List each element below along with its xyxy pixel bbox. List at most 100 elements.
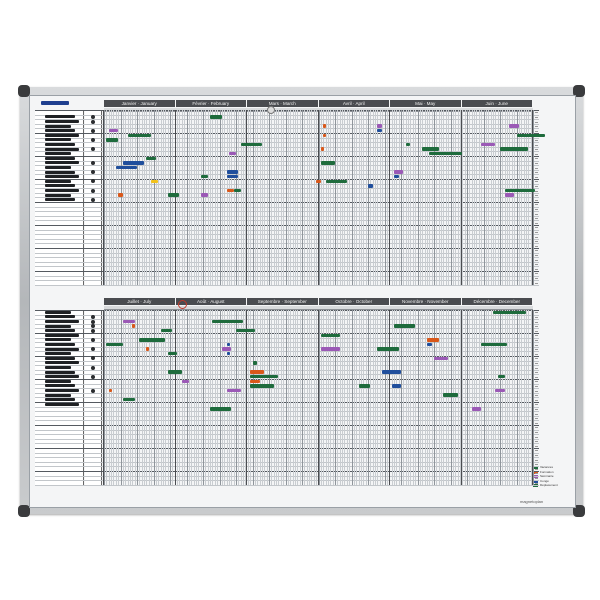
orange-magnet[interactable] (118, 193, 123, 197)
green-magnet[interactable] (106, 138, 119, 142)
blue-magnet[interactable] (226, 342, 230, 347)
orange-magnet[interactable] (132, 324, 136, 328)
green-magnet[interactable] (127, 133, 152, 138)
green-magnet[interactable] (492, 310, 526, 315)
name-tag[interactable] (45, 398, 75, 402)
blue-magnet[interactable] (226, 351, 230, 356)
name-tag[interactable] (45, 324, 71, 328)
green-magnet[interactable] (167, 351, 178, 356)
purple-magnet[interactable] (181, 379, 189, 384)
purple-magnet[interactable] (108, 128, 119, 133)
orange-magnet[interactable] (108, 388, 112, 393)
name-tag[interactable] (45, 320, 79, 323)
green-magnet[interactable] (160, 328, 173, 333)
purple-magnet[interactable] (509, 124, 519, 128)
green-magnet[interactable] (443, 393, 458, 397)
status-magnet[interactable] (91, 119, 95, 124)
name-tag[interactable] (45, 402, 79, 406)
name-tag[interactable] (45, 352, 71, 356)
purple-magnet[interactable] (471, 407, 482, 411)
green-magnet[interactable] (405, 142, 411, 147)
green-magnet[interactable] (210, 407, 232, 411)
orange-magnet[interactable] (250, 379, 260, 384)
status-magnet[interactable] (91, 160, 95, 165)
purple-magnet[interactable] (221, 347, 232, 351)
name-tag[interactable] (45, 310, 71, 314)
purple-magnet[interactable] (481, 142, 496, 147)
status-magnet[interactable] (91, 147, 95, 152)
name-tag[interactable] (45, 347, 79, 351)
green-magnet[interactable] (233, 188, 241, 193)
green-magnet[interactable] (139, 338, 166, 342)
name-tag[interactable] (45, 129, 75, 133)
pin-marker[interactable] (267, 106, 275, 114)
status-magnet[interactable] (91, 114, 95, 119)
purple-magnet[interactable] (200, 193, 208, 197)
name-tag[interactable] (45, 184, 75, 188)
green-magnet[interactable] (504, 188, 536, 193)
green-magnet[interactable] (167, 370, 182, 374)
name-tag[interactable] (41, 101, 69, 105)
green-magnet[interactable] (358, 384, 371, 388)
name-tag[interactable] (45, 315, 75, 319)
blue-magnet[interactable] (226, 174, 239, 179)
status-magnet[interactable] (91, 137, 95, 142)
status-magnet[interactable] (91, 347, 95, 352)
name-tag[interactable] (45, 166, 71, 169)
purple-magnet[interactable] (434, 356, 449, 361)
name-tag[interactable] (45, 161, 79, 165)
green-magnet[interactable] (393, 324, 416, 328)
name-tag[interactable] (45, 343, 75, 346)
name-tag[interactable] (45, 375, 79, 379)
purple-magnet[interactable] (320, 347, 340, 351)
purple-magnet[interactable] (228, 151, 236, 156)
green-magnet[interactable] (167, 193, 180, 197)
status-magnet[interactable] (91, 328, 95, 333)
green-magnet[interactable] (500, 147, 529, 151)
name-tag[interactable] (45, 189, 79, 192)
name-tag[interactable] (45, 193, 71, 197)
name-tag[interactable] (45, 175, 79, 179)
orange-magnet[interactable] (323, 124, 327, 128)
blue-magnet[interactable] (426, 342, 432, 347)
green-magnet[interactable] (106, 342, 123, 347)
green-magnet[interactable] (250, 374, 279, 379)
green-magnet[interactable] (122, 397, 135, 402)
status-magnet[interactable] (91, 179, 95, 184)
green-magnet[interactable] (429, 151, 463, 156)
green-magnet[interactable] (497, 374, 505, 379)
name-tag[interactable] (45, 356, 75, 360)
purple-magnet[interactable] (226, 388, 241, 393)
orange-magnet[interactable] (226, 188, 234, 193)
name-tag[interactable] (45, 366, 71, 369)
name-tag[interactable] (45, 170, 75, 174)
blue-magnet[interactable] (122, 161, 145, 165)
blue-magnet[interactable] (377, 128, 383, 133)
status-magnet[interactable] (91, 365, 95, 370)
status-magnet[interactable] (91, 319, 95, 324)
green-magnet[interactable] (212, 319, 244, 324)
blue-magnet[interactable] (368, 184, 373, 188)
name-tag[interactable] (45, 361, 79, 365)
purple-magnet[interactable] (495, 388, 505, 393)
green-magnet[interactable] (210, 115, 222, 119)
blue-magnet[interactable] (226, 170, 239, 174)
name-tag[interactable] (45, 143, 75, 146)
status-magnet[interactable] (91, 388, 95, 393)
green-magnet[interactable] (250, 384, 274, 388)
name-tag[interactable] (45, 156, 75, 160)
orange-magnet[interactable] (320, 147, 324, 151)
status-magnet[interactable] (91, 128, 95, 133)
name-tag[interactable] (45, 138, 71, 142)
green-magnet[interactable] (320, 333, 340, 338)
purple-magnet[interactable] (377, 124, 383, 128)
green-magnet[interactable] (146, 156, 156, 161)
name-tag[interactable] (45, 333, 79, 337)
name-tag[interactable] (45, 389, 79, 392)
yellow-magnet[interactable] (151, 179, 159, 184)
orange-magnet[interactable] (426, 338, 439, 342)
name-tag[interactable] (45, 147, 79, 151)
orange-magnet[interactable] (250, 370, 265, 374)
status-magnet[interactable] (91, 356, 95, 361)
status-magnet[interactable] (91, 314, 95, 319)
